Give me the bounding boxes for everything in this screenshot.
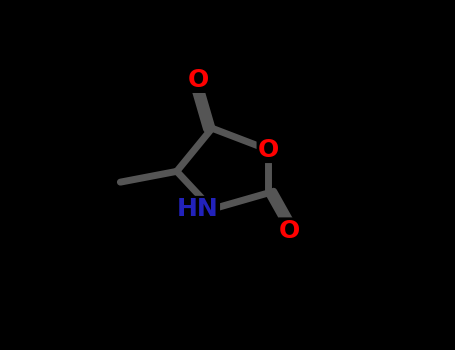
Text: O: O xyxy=(279,219,300,243)
Text: O: O xyxy=(258,138,279,162)
Text: HN: HN xyxy=(177,197,219,221)
Text: O: O xyxy=(187,68,208,92)
